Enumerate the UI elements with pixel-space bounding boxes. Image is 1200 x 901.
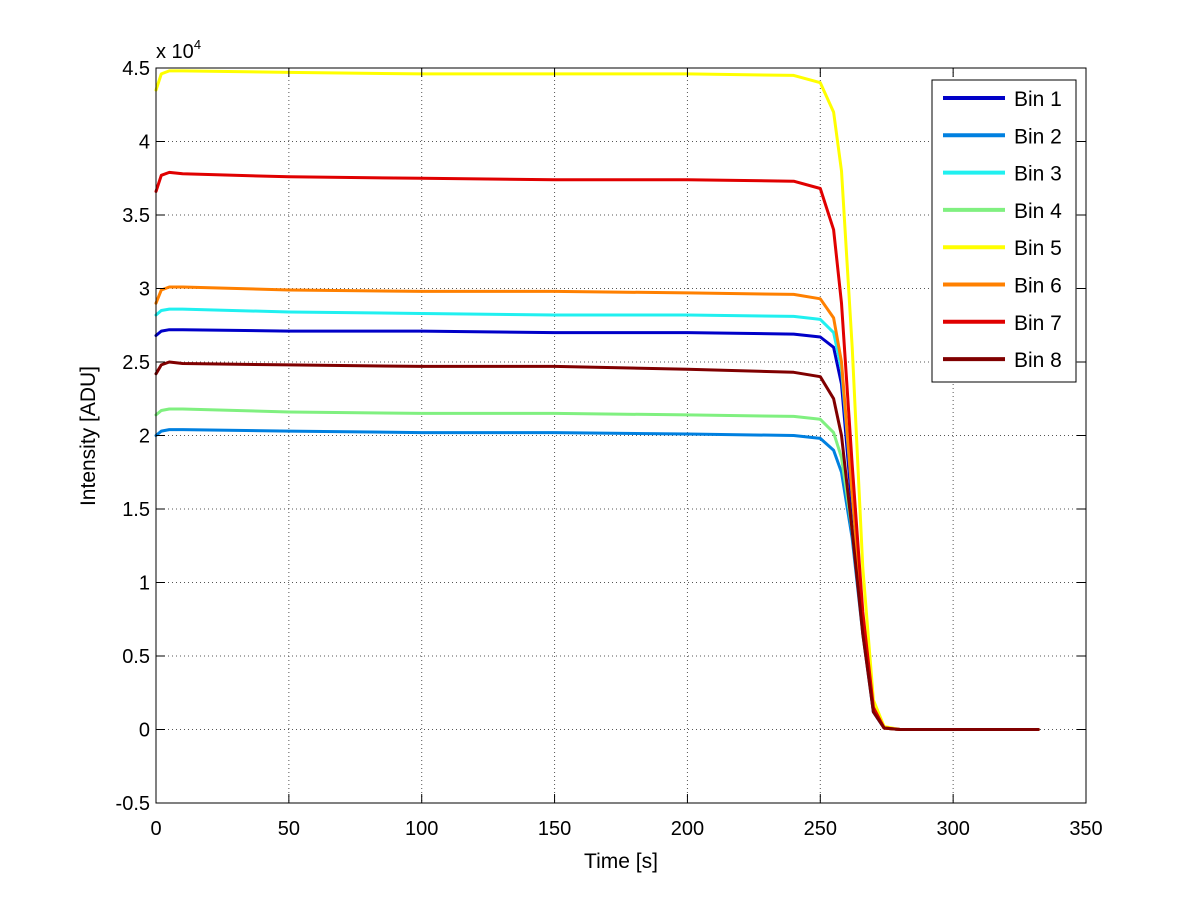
y-axis-label: Intensity [ADU] [77, 366, 100, 506]
y-exponent-power: 4 [194, 37, 201, 52]
legend: Bin 1 Bin 2 Bin 3 Bin 4 Bin 5 Bin 6 Bin 7 Bin 8 [931, 79, 1077, 383]
legend-box [931, 79, 1077, 383]
legend-label-bin-4: Bin 4 [1014, 200, 1062, 223]
legend-label-bin-6: Bin 6 [1014, 275, 1062, 298]
y-tick-label: 4 [139, 132, 150, 154]
legend-label-bin-7: Bin 7 [1014, 312, 1062, 335]
y-exponent-label: x 104 [156, 37, 201, 63]
x-tick-label: 250 [804, 818, 837, 840]
x-tick-label: 150 [538, 818, 571, 840]
x-tick-label: 200 [671, 818, 704, 840]
y-tick-label: 2 [139, 426, 150, 448]
y-tick-label: 0 [139, 720, 150, 742]
x-tick-label: 300 [936, 818, 969, 840]
x-tick-label: 350 [1069, 818, 1102, 840]
legend-label-bin-8: Bin 8 [1014, 349, 1062, 372]
legend-label-bin-5: Bin 5 [1014, 237, 1062, 260]
y-exponent-base: x 10 [156, 41, 194, 63]
x-tick-label: 50 [278, 818, 300, 840]
legend-label-bin-2: Bin 2 [1014, 125, 1062, 148]
y-tick-label: -0.5 [116, 793, 150, 815]
x-tick-label: 100 [405, 818, 438, 840]
legend-label-bin-1: Bin 1 [1014, 88, 1062, 111]
y-tick-label: 2.5 [122, 352, 150, 374]
legend-label-bin-3: Bin 3 [1014, 163, 1062, 186]
y-tick-label: 1.5 [122, 499, 150, 521]
axis-ticks [155, 67, 1087, 804]
series-lines [154, 69, 1040, 731]
y-tick-label: 4.5 [122, 58, 150, 80]
y-tick-label: 3.5 [122, 205, 150, 227]
y-tick-label: 0.5 [122, 646, 150, 668]
x-tick-label: 0 [150, 818, 161, 840]
y-tick-labels: -0.5 0 0.5 1 1.5 2 2.5 3 3.5 4 4.5 [116, 58, 150, 815]
grid-lines [156, 68, 1086, 803]
y-tick-label: 1 [139, 573, 150, 595]
x-axis-label: Time [s] [584, 850, 658, 873]
series-line-bin-8 [154, 360, 1040, 731]
y-tick-label: 3 [139, 279, 150, 301]
x-tick-labels: 0 50 100 150 200 250 300 350 [150, 818, 1102, 840]
